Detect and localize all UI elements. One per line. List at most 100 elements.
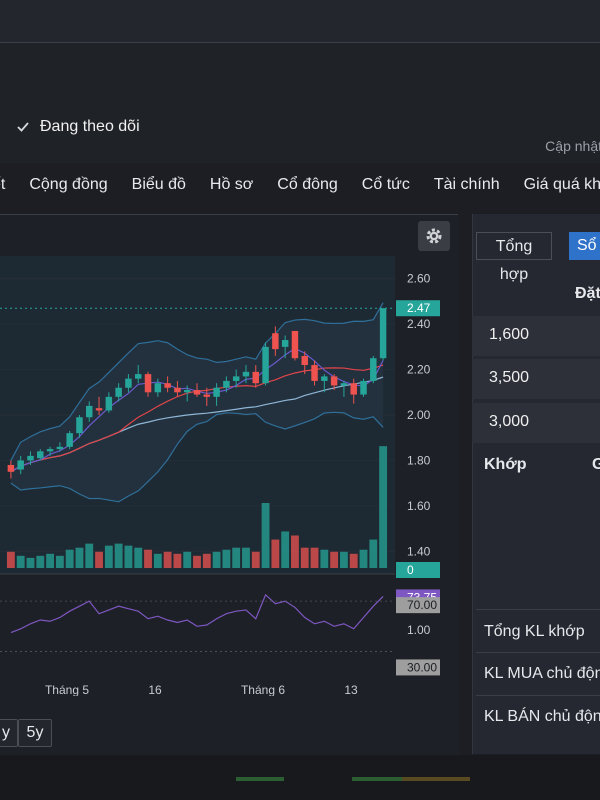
rsi-line — [10, 593, 384, 634]
volume-bar — [134, 547, 143, 568]
candle-body — [115, 387, 122, 397]
candle-body — [311, 365, 318, 381]
candle-body — [203, 394, 211, 397]
candle-body — [262, 346, 269, 384]
bottom-indicator — [402, 777, 470, 781]
candle-body — [76, 417, 83, 434]
volume-bar — [173, 553, 182, 568]
candle-body — [183, 390, 191, 393]
volume-bar — [124, 545, 133, 568]
range-button-5y[interactable]: 5y — [18, 719, 52, 747]
candle-body — [164, 383, 171, 388]
tab-financials[interactable]: Tài chính — [433, 176, 500, 193]
price-tick-label: 2.60 — [407, 272, 431, 286]
order-volume: 3,500 — [489, 369, 530, 386]
volume-bar — [153, 553, 162, 568]
match-header-2: G — [592, 456, 600, 473]
tab-chart[interactable]: Biểu đồ — [131, 176, 186, 193]
candle-body — [242, 371, 250, 377]
candle-body — [272, 333, 279, 350]
gear-icon — [426, 228, 442, 244]
volume-badge: 0 — [407, 563, 414, 577]
follow-toggle[interactable]: Đang theo dõi — [16, 118, 140, 136]
range-button-y[interactable]: y — [0, 719, 18, 747]
order-book-row: 3,500 — [472, 359, 600, 399]
volume-bar — [163, 551, 172, 568]
volume-bar — [6, 551, 15, 568]
volume-bar — [202, 553, 211, 568]
volume-bar — [95, 551, 103, 568]
bollinger-band-fill — [10, 302, 384, 502]
volume-bar — [281, 531, 290, 568]
tab-order-book[interactable]: Sổ — [569, 232, 600, 260]
candle-body — [17, 460, 24, 470]
volume-bar — [183, 551, 192, 568]
tab-profile[interactable]: Hồ sơ — [209, 176, 254, 193]
volume-bar — [26, 557, 35, 568]
candle-body — [379, 308, 387, 359]
candle-body — [252, 371, 260, 384]
candle-body — [301, 355, 308, 366]
rsi-30-badge-bg — [396, 659, 440, 676]
top-bar — [0, 0, 600, 43]
volume-bar — [55, 555, 64, 568]
candle-body — [134, 374, 142, 379]
divider — [476, 652, 600, 653]
tab-summary[interactable]: Tổng hợp — [476, 232, 552, 283]
candle-body — [291, 330, 299, 359]
volume-bar — [251, 551, 260, 568]
tab-dividends[interactable]: Cổ tức — [361, 176, 410, 193]
volume-bar — [310, 547, 319, 568]
price-tick-label: 2.40 — [407, 317, 431, 331]
x-tick-label: Tháng 5 — [45, 683, 89, 696]
tab-price-history[interactable]: Giá quá khứ — [523, 176, 600, 193]
candle-body — [154, 383, 162, 393]
candle-body — [193, 390, 201, 395]
divider — [476, 609, 600, 610]
price-tick-label: 2.20 — [407, 363, 431, 377]
volume-bar — [36, 555, 45, 568]
volume-bar — [320, 549, 329, 568]
current-price-badge: 2.47 — [407, 301, 431, 315]
price-chart[interactable]: 2.602.402.202.001.801.601.402.47073.7570… — [0, 256, 458, 696]
order-volume: 1,600 — [489, 326, 530, 343]
tab-overview[interactable]: ết — [0, 176, 6, 193]
volume-bar — [222, 549, 231, 568]
candle-body — [105, 396, 113, 411]
candle-body — [66, 433, 73, 447]
volume-bar — [379, 446, 388, 568]
candle-body — [340, 383, 348, 386]
candle-body — [232, 376, 240, 381]
bottom-indicator — [236, 777, 284, 781]
price-tick-label: 1.40 — [407, 544, 431, 558]
order-book-panel — [472, 214, 600, 754]
volume-bar — [16, 555, 25, 568]
candle-body — [37, 451, 44, 459]
volume-badge-bg — [396, 562, 440, 578]
price-tick-label: 2.00 — [407, 408, 431, 422]
volume-bar — [359, 549, 368, 568]
tab-community[interactable]: Cộng đồng — [29, 176, 108, 193]
chart-settings-button[interactable] — [418, 221, 450, 251]
candle-body — [330, 376, 338, 386]
bottom-bar — [0, 755, 600, 800]
rsi-tick-label: 1.00 — [407, 623, 431, 637]
check-icon — [17, 122, 29, 132]
active-sell-volume-label: KL BÁN chủ động — [484, 708, 600, 725]
tab-shareholders[interactable]: Cổ đông — [277, 176, 338, 193]
stock-header — [0, 43, 600, 163]
updated-label: Cập nhật — [545, 138, 600, 154]
volume-bar — [85, 543, 94, 568]
volume-bar — [261, 503, 270, 568]
candle-body — [144, 374, 152, 393]
candle-body — [27, 455, 34, 461]
volume-bar — [114, 543, 123, 568]
rsi-70-badge: 70.00 — [407, 598, 437, 612]
volume-bar — [300, 547, 309, 568]
candle-body — [321, 376, 328, 381]
candle-body — [95, 408, 103, 411]
candle-body — [370, 358, 377, 381]
price-tick-label: 1.80 — [407, 453, 431, 467]
total-matched-volume-label: Tổng KL khớp — [484, 623, 585, 640]
x-tick-label: 13 — [344, 683, 358, 696]
